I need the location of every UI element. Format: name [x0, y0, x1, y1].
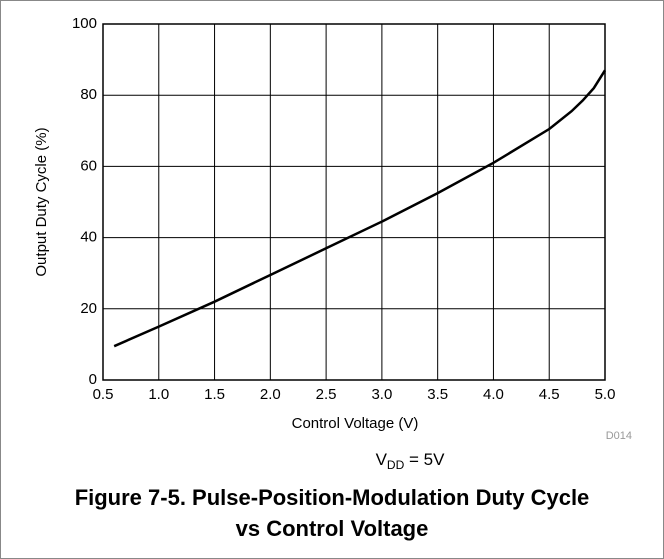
condition-rest: = 5V	[404, 450, 445, 469]
annotation: D014	[606, 430, 632, 442]
y-tick-label: 80	[80, 86, 97, 103]
x-axis-label: Control Voltage (V)	[292, 415, 419, 432]
y-axis-label: Output Duty Cycle (%)	[33, 127, 50, 276]
y-tick-label: 60	[80, 157, 97, 174]
line	[113, 69, 607, 348]
y-tick-label: 100	[72, 15, 97, 32]
x-tick-label: 0.5	[93, 386, 114, 403]
condition: VDD = 5V	[376, 450, 446, 472]
x-tick-label: 5.0	[595, 386, 616, 403]
condition-main: V	[376, 450, 388, 469]
x-tick-label: 2.0	[260, 386, 281, 403]
x-tick-label: 4.5	[539, 386, 560, 403]
x-tick-label: 1.0	[148, 386, 169, 403]
x-tick-label: 3.0	[371, 386, 392, 403]
y-tick-label: 20	[80, 300, 97, 317]
plot-frame	[102, 23, 606, 381]
x-tick-label: 2.5	[316, 386, 337, 403]
title-line: vs Control Voltage	[236, 516, 429, 541]
y-tick-label: 40	[80, 229, 97, 246]
x-tick-label: 3.5	[427, 386, 448, 403]
condition-sub: DD	[387, 458, 405, 472]
title-line: Figure 7-5. Pulse-Position-Modulation Du…	[75, 485, 590, 510]
x-tick-label: 4.0	[483, 386, 504, 403]
x-tick-label: 1.5	[204, 386, 225, 403]
y-tick-label: 0	[89, 371, 97, 388]
